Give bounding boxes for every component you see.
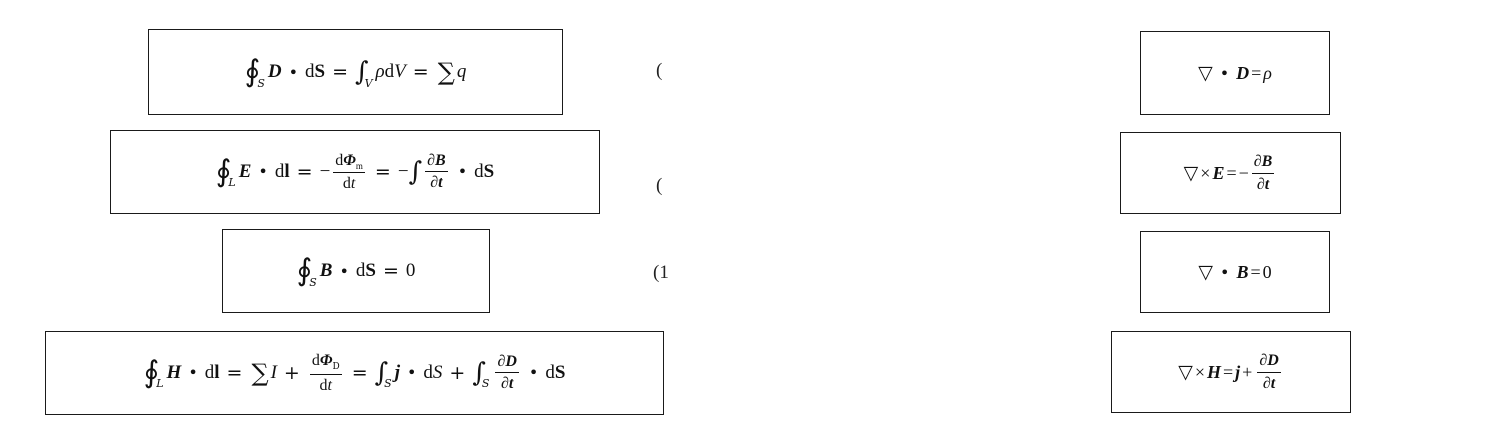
equation-faraday-law-integral: ∮ L E • d l = − dΦm dt = − ∫ ∂B ∂t • d S: [110, 130, 600, 214]
contour-integral-symbol: ∮: [244, 54, 261, 89]
equation-number-label: (1: [653, 262, 669, 283]
equation-faraday-law-differential: ▽ × E = − ∂B ∂t: [1120, 132, 1341, 214]
equation-number-label: (: [656, 60, 663, 81]
equation-gauss-law-magnetic-differential: ▽ • B = 0: [1140, 231, 1330, 313]
equation-ampere-maxwell-law-integral: ∮ L H • d l = ∑ I + dΦD dt = ∫ S j • d S + ∫ S ∂D ∂t…: [45, 331, 664, 415]
equation-number-label: (: [656, 175, 663, 196]
equation-gauss-law-electric-differential: ▽ • D = ρ: [1140, 31, 1330, 115]
equation-gauss-law-magnetic-integral: ∮ S B • d S = 0: [222, 229, 490, 313]
equation-ampere-maxwell-law-differential: ▽ × H = j + ∂D ∂t: [1111, 331, 1351, 413]
